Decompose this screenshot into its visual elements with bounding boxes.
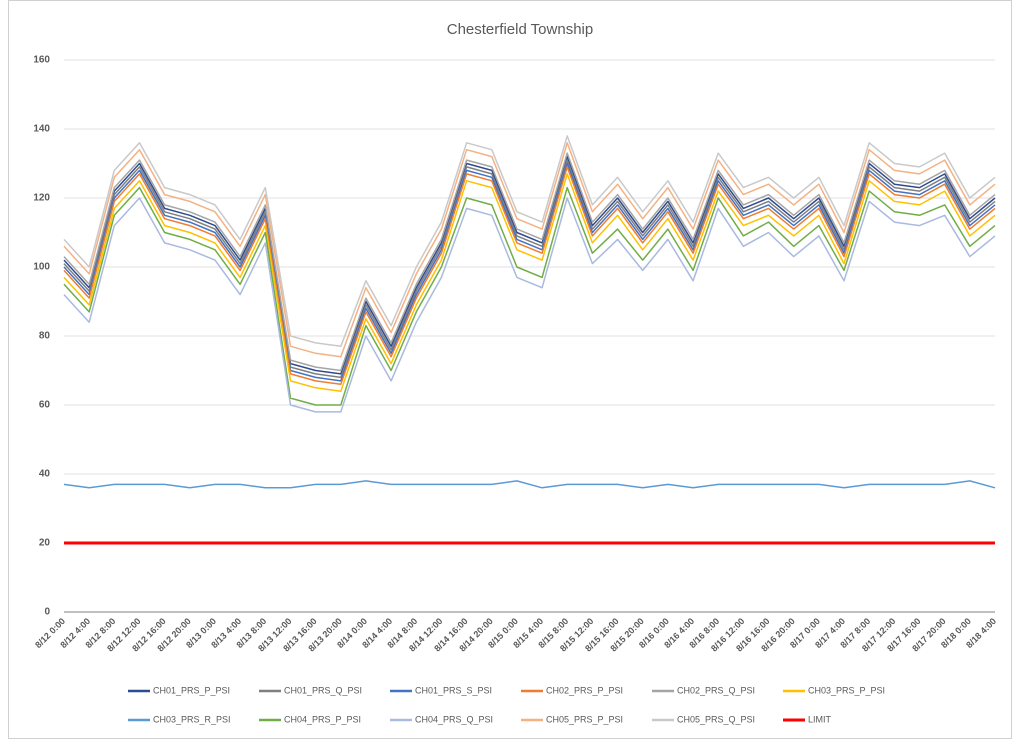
legend-label: CH03_PRS_R_PSI [153,714,231,724]
series-line [63,159,996,379]
y-tick-label: 160 [33,55,50,66]
series-line [63,142,996,358]
legend-label: CH05_PRS_P_PSI [546,714,623,724]
series-line [63,166,996,386]
legend-label: CH03_PRS_P_PSI [808,685,885,695]
legend-label: LIMIT [808,714,832,724]
series-line [63,197,996,413]
legend-label: CH04_PRS_Q_PSI [415,714,493,724]
y-tick-label: 140 [33,124,50,135]
legend-label: CH05_PRS_Q_PSI [677,714,755,724]
legend-label: CH01_PRS_Q_PSI [284,685,362,695]
y-tick-label: 80 [39,331,51,342]
y-tick-label: 100 [33,262,50,273]
y-tick-label: 0 [44,607,50,618]
y-tick-label: 40 [39,469,51,480]
chart-border [8,0,1012,739]
y-tick-label: 120 [33,193,50,204]
y-tick-label: 20 [39,538,51,549]
legend-label: CH01_PRS_P_PSI [153,685,230,695]
legend-label: CH02_PRS_P_PSI [546,685,623,695]
legend-label: CH04_PRS_P_PSI [284,714,361,724]
series-line [63,135,996,348]
chart-title: Chesterfield Township [447,21,593,38]
series-line [63,186,996,406]
series-line [63,480,996,489]
series-line [63,162,996,382]
series-line [63,173,996,392]
series-line [63,152,996,372]
series-line [63,155,996,375]
legend-label: CH02_PRS_Q_PSI [677,685,755,695]
y-tick-label: 60 [39,400,51,411]
legend-label: CH01_PRS_S_PSI [415,685,492,695]
